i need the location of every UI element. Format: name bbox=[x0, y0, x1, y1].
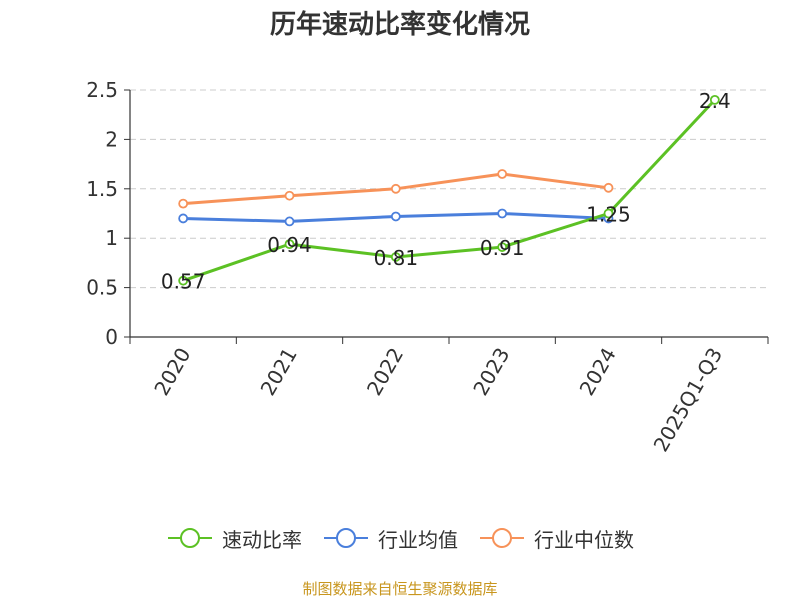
data-point-speed_ratio bbox=[390, 252, 401, 262]
data-label: 0.57 bbox=[161, 270, 206, 294]
data-point-industry_avg bbox=[284, 216, 295, 227]
data-point-industry_median bbox=[390, 183, 401, 194]
data-point-industry_avg bbox=[390, 211, 401, 222]
y-tick-label: 1.5 bbox=[86, 177, 118, 201]
x-tick-label: 2025Q1-Q3 bbox=[648, 344, 727, 456]
legend-label: 速动比率 bbox=[222, 527, 302, 552]
data-point-speed_ratio bbox=[497, 242, 508, 252]
legend-swatch-icon bbox=[480, 528, 524, 548]
data-point-industry_median bbox=[284, 190, 295, 201]
x-tick-label: 2021 bbox=[256, 344, 302, 400]
series-lines bbox=[178, 94, 720, 286]
x-tick-label: 2022 bbox=[362, 344, 408, 400]
grid-lines bbox=[130, 89, 768, 289]
data-point-speed_ratio bbox=[178, 275, 189, 286]
data-point-speed_ratio bbox=[709, 94, 720, 105]
legend-label: 行业中位数 bbox=[534, 527, 634, 552]
x-tick-label: 2020 bbox=[149, 344, 195, 400]
data-point-industry_median bbox=[603, 182, 614, 193]
series-line-speed_ratio bbox=[182, 98, 716, 283]
data-label: 0.81 bbox=[374, 246, 419, 270]
x-tick-label: 2024 bbox=[575, 344, 621, 400]
data-label: 1.25 bbox=[586, 203, 631, 227]
data-label: 0.91 bbox=[480, 236, 525, 260]
y-tick-label: 0 bbox=[105, 325, 118, 349]
data-label: 2.4 bbox=[699, 89, 731, 113]
data-point-speed_ratio bbox=[284, 239, 295, 250]
y-tick-label: 1 bbox=[105, 226, 118, 250]
legend-item-speed_ratio[interactable]: 速动比率 bbox=[166, 524, 302, 553]
legend-label: 行业均值 bbox=[378, 527, 458, 552]
data-point-industry_median bbox=[497, 169, 508, 179]
x-tick-label: 2023 bbox=[468, 343, 514, 399]
y-tick-label: 2.5 bbox=[86, 78, 118, 102]
legend-item-industry_avg[interactable]: 行业均值 bbox=[322, 524, 458, 553]
data-point-industry_avg bbox=[497, 208, 508, 219]
y-tick-label: 2 bbox=[105, 127, 118, 151]
axes: 0 0.5 1 1.5 2 2.5 2020 2021 2022 2023 2024 2025Q1-Q… bbox=[86, 78, 769, 456]
data-labels: 0.57 0.94 0.81 0.91 1.25 2.4 bbox=[161, 89, 731, 294]
y-tick-label: 0.5 bbox=[86, 276, 118, 300]
legend: 速动比率 行业均值 行业中位数 bbox=[0, 518, 800, 558]
legend-item-industry_median[interactable]: 行业中位数 bbox=[478, 524, 634, 553]
data-label: 0.94 bbox=[267, 233, 312, 257]
source-note: 制图数据来自恒生聚源数据库 bbox=[302, 580, 498, 598]
legend-swatch-icon bbox=[324, 528, 368, 548]
data-point-industry_median bbox=[178, 198, 189, 209]
chart-title: 历年速动比率变化情况 bbox=[269, 10, 530, 40]
data-point-industry_avg bbox=[178, 213, 189, 224]
data-point-speed_ratio bbox=[603, 208, 614, 219]
legend-swatch-icon bbox=[168, 528, 212, 548]
